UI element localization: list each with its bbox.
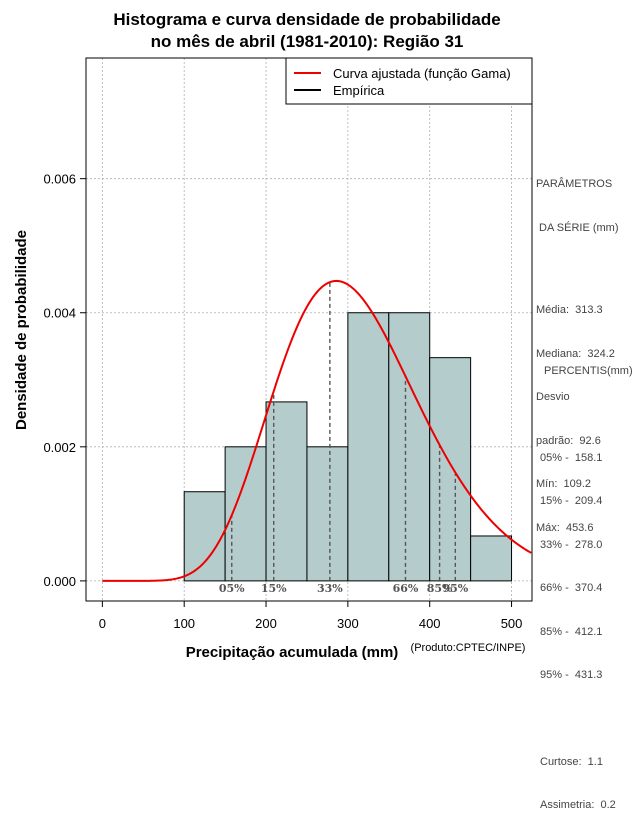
histogram-chart: Histograma e curva densidade de probabil… (13, 10, 533, 660)
percentile-label: 85% (427, 582, 453, 595)
pct-66: 66% - 370.4 (540, 582, 603, 594)
histogram-bar (347, 312, 390, 582)
stat-assimetria: Assimetria: 0.2 (540, 799, 616, 811)
legend-label-fit: Curva ajustada (função Gama) (333, 66, 511, 81)
percentile-label: 05% (219, 582, 245, 595)
x-tick-label: 200 (255, 616, 277, 631)
gamma-fit-curve (102, 279, 532, 582)
stat-min: Mín: 109.2 (536, 478, 592, 490)
y-axis: 0.000 0.002 0.004 0.006 (43, 172, 86, 589)
legend-label-empirical: Empírica (333, 83, 385, 98)
pct-95: 95% - 431.3 (540, 669, 603, 681)
histogram-bar (470, 535, 513, 582)
stat-max: Máx: 453.6 (536, 521, 594, 534)
product-credit: (Produto:CPTEC/INPE) (411, 642, 526, 654)
y-tick-label: 0.002 (43, 440, 76, 455)
x-tick-label: 100 (173, 616, 195, 631)
legend-box (285, 57, 533, 105)
params-title-2: DA SÉRIE (mm) (536, 221, 619, 234)
percentile-labels: 05% 15% 33% 66% 85%95% (219, 582, 469, 595)
pct-85: 85% - 412.1 (540, 625, 603, 638)
x-tick-label: 0 (99, 616, 106, 631)
y-tick-label: 0.004 (43, 306, 76, 321)
histogram-bar (183, 491, 226, 582)
pct-05: 05% - 158.1 (540, 451, 603, 464)
x-tick-label: 500 (501, 616, 523, 631)
x-tick-label: 400 (419, 616, 441, 631)
percentile-lines (231, 282, 457, 581)
histogram-bar (429, 357, 472, 582)
stat-mediana: Mediana: 324.2 (536, 347, 615, 360)
x-tick-label: 300 (337, 616, 359, 631)
histogram-bars (183, 312, 513, 582)
pct-33: 33% - 278.0 (540, 538, 603, 551)
histogram-bar (306, 446, 349, 582)
y-axis-label: Densidade de probabilidade (13, 230, 30, 430)
y-tick-label: 0.000 (43, 574, 76, 589)
legend: Curva ajustada (função Gama) Empírica (285, 57, 533, 105)
percentile-label: 15% (261, 582, 287, 595)
chart-title-line2: no mês de abril (1981-2010): Região 31 (151, 32, 464, 51)
percentile-label: 66% (393, 582, 419, 595)
histogram-bar (265, 401, 308, 582)
chart-title-line1: Histograma e curva densidade de probabil… (113, 10, 500, 29)
pct-15: 15% - 209.4 (540, 495, 603, 507)
percentile-label: 33% (317, 582, 343, 595)
percentis-title: PERCENTIS(mm) (544, 365, 633, 377)
x-axis-label: Precipitação acumulada (mm) (186, 644, 399, 660)
stat-desvio: Desvio (536, 391, 570, 403)
y-tick-label: 0.006 (43, 172, 76, 187)
series-parameters-panel: PARÂMETROS DA SÉRIE (mm) Média: 313.3 Me… (536, 148, 619, 550)
params-title-1: PARÂMETROS (536, 178, 613, 190)
stat-media: Média: 313.3 (536, 304, 603, 316)
percentiles-panel: PERCENTIS(mm) 05% - 158.1 15% - 209.4 33… (540, 335, 633, 827)
stat-curtose: Curtose: 1.1 (540, 755, 603, 768)
percentile-label: 95% (442, 582, 468, 595)
x-axis: 0 100 200 300 400 500 (99, 601, 523, 631)
stat-padrao: padrão: 92.6 (536, 434, 601, 447)
